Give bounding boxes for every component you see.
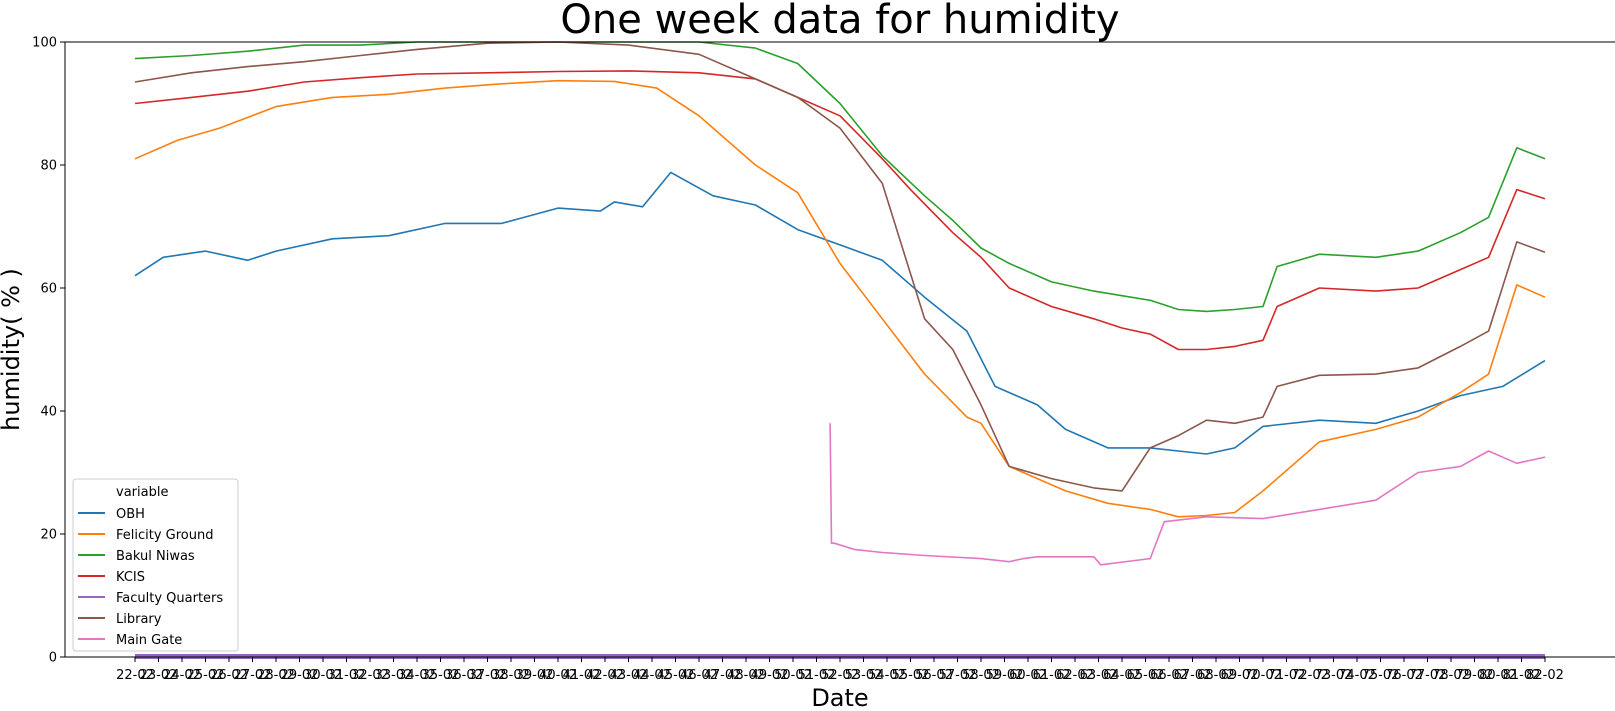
legend-title: variable — [116, 485, 168, 500]
x-tick-label: 53-02 — [845, 668, 883, 683]
x-tick-label: 69-02 — [1221, 668, 1259, 683]
legend-label-main-gate: Main Gate — [116, 633, 182, 648]
y-tick-label: 60 — [40, 282, 57, 297]
x-tick-label: 63-02 — [1080, 668, 1118, 683]
legend-label-kcis: KCIS — [116, 570, 145, 585]
y-tick-label: 0 — [49, 651, 57, 666]
x-tick-label: 68-02 — [1197, 668, 1235, 683]
x-tick-label: 58-02 — [962, 668, 1000, 683]
x-tick-label: 41-02 — [563, 668, 601, 683]
legend-box — [72, 478, 239, 652]
y-tick-label: 100 — [32, 36, 57, 51]
x-tick-label: 48-02 — [727, 668, 765, 683]
x-tick-label: 47-02 — [704, 668, 742, 683]
x-tick-label: 34-02 — [398, 668, 436, 683]
x-tick-label: 49-02 — [751, 668, 789, 683]
plot-area — [134, 41, 1546, 659]
chart-title: One week data for humidity — [560, 0, 1119, 43]
x-tick-label: 61-02 — [1033, 668, 1071, 683]
x-tick-label: 50-02 — [774, 668, 812, 683]
x-tick-label: 28-02 — [257, 668, 295, 683]
legend: variable OBH Felicity Ground Bakul Niwas KCI… — [72, 478, 239, 652]
x-tick-label: 64-02 — [1103, 668, 1141, 683]
x-tick-label: 26-02 — [210, 668, 248, 683]
x-tick-label: 81-02 — [1503, 668, 1541, 683]
x-tick-label: 66-02 — [1150, 668, 1188, 683]
x-tick-label: 24-02 — [163, 668, 201, 683]
legend-label-bakul-niwas: Bakul Niwas — [116, 549, 195, 564]
x-tick-label: 37-02 — [469, 668, 507, 683]
x-tick-label: 82-02 — [1526, 668, 1564, 683]
series-line-felicity-ground — [134, 79, 1546, 518]
x-tick-label: 32-02 — [351, 668, 389, 683]
legend-label-faculty-quarters: Faculty Quarters — [116, 591, 223, 606]
x-tick-label: 80-02 — [1479, 668, 1517, 683]
x-tick-label: 22-02 — [116, 668, 154, 683]
series-line-main-gate — [829, 423, 1546, 566]
x-tick-label: 72-02 — [1291, 668, 1329, 683]
x-tick-label: 45-02 — [657, 668, 695, 683]
x-tick-label: 70-02 — [1244, 668, 1282, 683]
legend-label-obh: OBH — [116, 507, 145, 522]
y-tick-label: 20 — [40, 528, 57, 543]
x-tick-label: 25-02 — [187, 668, 225, 683]
x-tick-label: 52-02 — [821, 668, 859, 683]
legend-label-library: Library — [116, 612, 162, 627]
x-tick-label: 55-02 — [892, 668, 930, 683]
x-tick-label: 42-02 — [586, 668, 624, 683]
x-tick-label: 79-02 — [1456, 668, 1494, 683]
x-tick-label: 27-02 — [234, 668, 272, 683]
x-tick-label: 46-02 — [680, 668, 718, 683]
x-tick-label: 51-02 — [798, 668, 836, 683]
x-tick-label: 56-02 — [915, 668, 953, 683]
x-tick-label: 57-02 — [939, 668, 977, 683]
x-tick-label: 54-02 — [868, 668, 906, 683]
x-tick-label: 71-02 — [1268, 668, 1306, 683]
y-axis-label: humidity( % ) — [0, 268, 25, 431]
series-line-library — [134, 41, 1546, 492]
x-tick-label: 60-02 — [1009, 668, 1047, 683]
legend-label-felicity-ground: Felicity Ground — [116, 528, 214, 543]
x-tick-label: 67-02 — [1174, 668, 1212, 683]
x-tick-label: 39-02 — [516, 668, 554, 683]
y-tick-label: 80 — [40, 159, 57, 174]
x-tick-label: 36-02 — [445, 668, 483, 683]
x-tick-label: 73-02 — [1315, 668, 1353, 683]
x-tick-label: 31-02 — [328, 668, 366, 683]
x-tick-label: 43-02 — [610, 668, 648, 683]
x-tick-label: 44-02 — [633, 668, 671, 683]
x-tick-label: 75-02 — [1362, 668, 1400, 683]
x-tick-label: 62-02 — [1056, 668, 1094, 683]
x-tick-label: 76-02 — [1385, 668, 1423, 683]
x-tick-label: 29-02 — [281, 668, 319, 683]
x-tick-label: 65-02 — [1127, 668, 1165, 683]
x-tick-label: 59-02 — [986, 668, 1024, 683]
series-line-obh — [134, 171, 1546, 455]
x-tick-label: 74-02 — [1338, 668, 1376, 683]
x-tick-label: 23-02 — [140, 668, 178, 683]
x-tick-label: 40-02 — [539, 668, 577, 683]
x-tick-label: 38-02 — [492, 668, 530, 683]
y-tick-label: 40 — [40, 405, 57, 420]
x-tick-label: 35-02 — [422, 668, 460, 683]
x-tick-label: 77-02 — [1409, 668, 1447, 683]
axes: 0 20 40 60 80 100 22-0223-0224-0225-0226-0227-… — [32, 36, 1615, 683]
x-tick-label: 33-02 — [375, 668, 413, 683]
series-line-bakul-niwas — [134, 41, 1546, 313]
series-line-kcis — [134, 70, 1546, 351]
x-tick-label: 30-02 — [304, 668, 342, 683]
x-axis-label: Date — [811, 684, 868, 711]
x-tick-label: 78-02 — [1432, 668, 1470, 683]
